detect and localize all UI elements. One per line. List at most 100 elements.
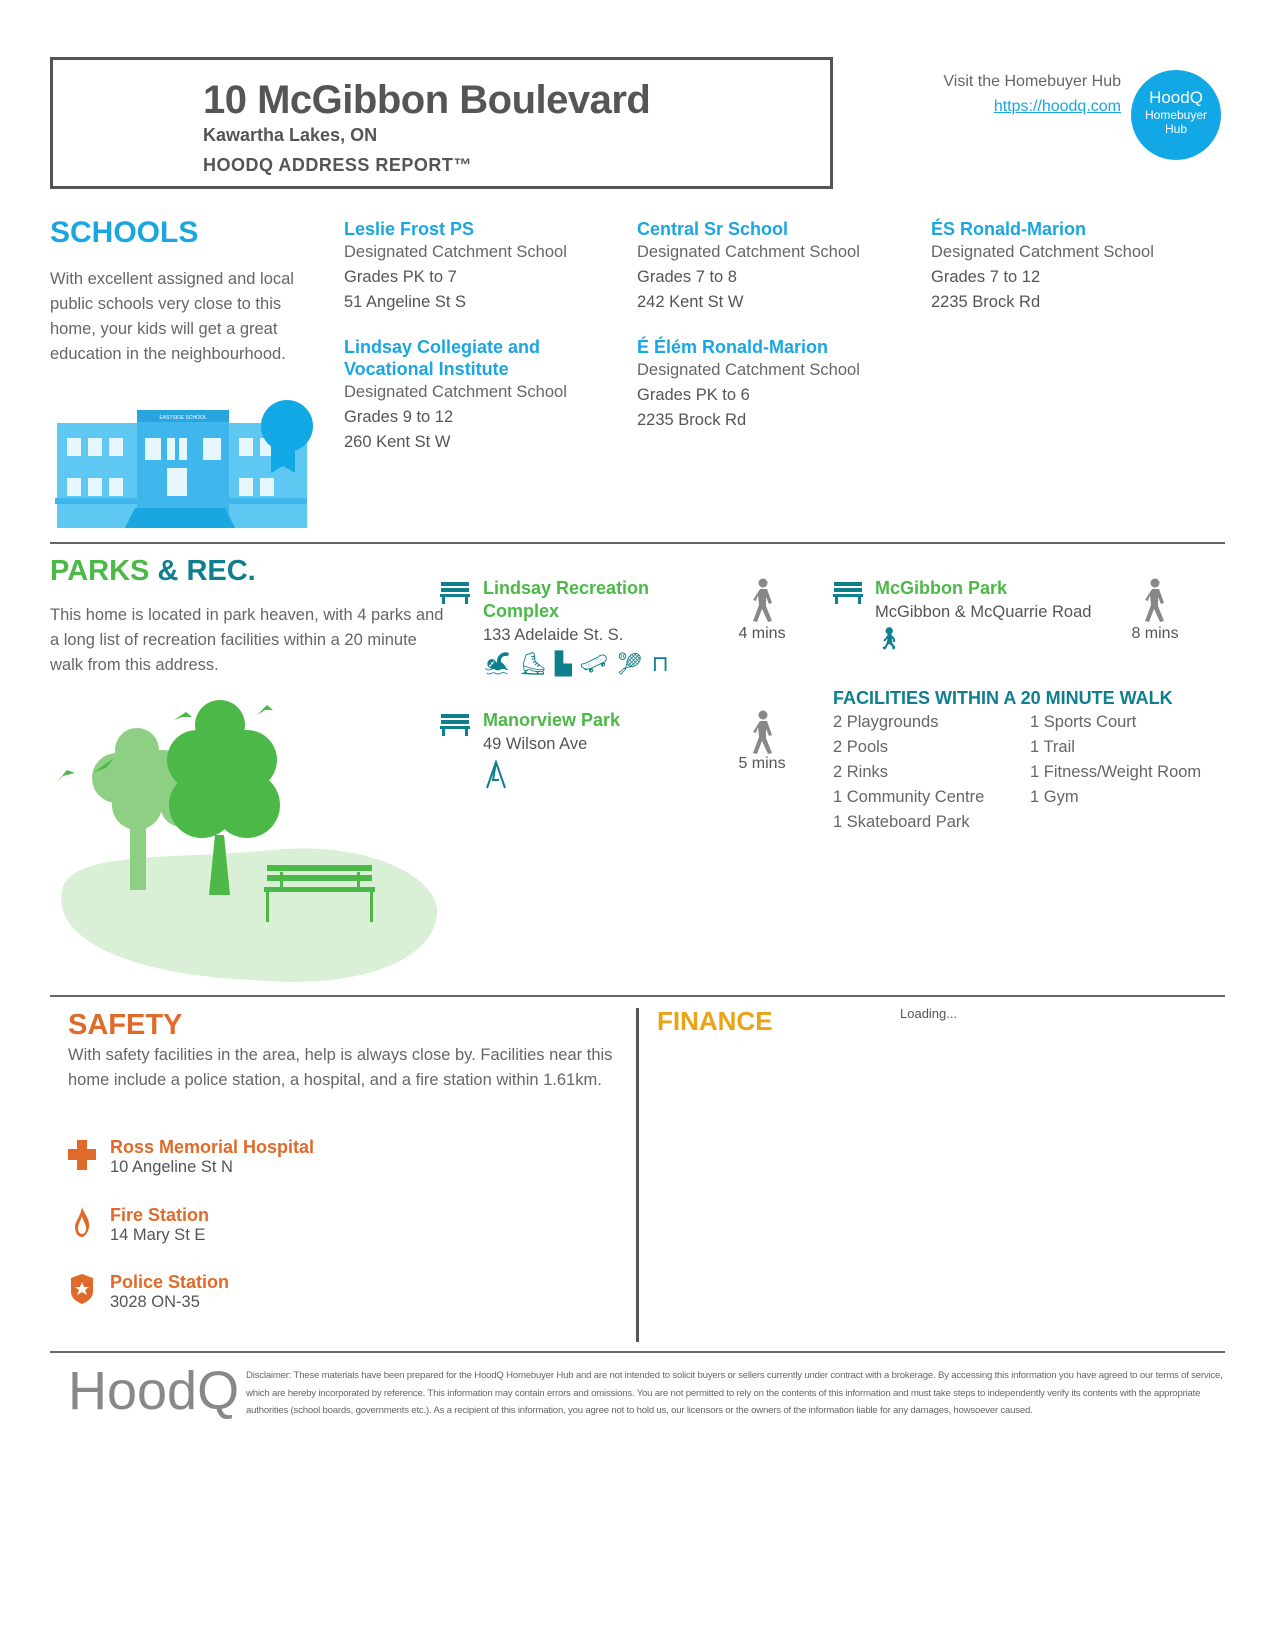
- finance-loading: Loading...: [900, 1006, 958, 1021]
- facility-item: 2 Playgrounds: [833, 713, 939, 731]
- walk-time: 5 mins: [738, 755, 786, 772]
- walking-icon: [753, 710, 772, 754]
- page-title: 10 McGibbon Boulevard: [203, 78, 651, 122]
- tennis-icon: 🎾︎: [615, 651, 644, 676]
- school-sign: EASTSIDE SCHOOL: [159, 415, 206, 421]
- vertical-divider: [636, 1008, 639, 1342]
- skate-icon: ⛸︎: [518, 651, 547, 676]
- school-item[interactable]: É Élém Ronald-Marion Designated Catchmen…: [637, 336, 917, 433]
- walking-icon: [1145, 578, 1164, 622]
- school-grades: Grades PK to 6: [637, 386, 750, 404]
- skateboard-icon: 🛹︎: [579, 651, 608, 676]
- bench-icon: [833, 582, 863, 604]
- facility-item: 1 Sports Court: [1030, 713, 1137, 731]
- community-centre-icon: ▙: [554, 651, 572, 676]
- hospital-icon: [68, 1140, 96, 1170]
- school-name[interactable]: Leslie Frost PS: [344, 219, 475, 239]
- school-name[interactable]: Lindsay Collegiate and Vocational Instit…: [344, 337, 541, 379]
- bench-icon: [440, 582, 470, 604]
- disclaimer: Disclaimer: These materials have been pr…: [246, 1370, 1223, 1416]
- safety-heading: SAFETY: [68, 1009, 183, 1041]
- school-item[interactable]: Central Sr School Designated Catchment S…: [637, 218, 917, 315]
- school-item[interactable]: Leslie Frost PS Designated Catchment Sch…: [344, 218, 624, 315]
- divider: [50, 542, 1225, 544]
- school-building-illustration: EASTSIDE SCHOOL: [55, 400, 313, 528]
- school-type: Designated Catchment School: [344, 243, 567, 261]
- park-item[interactable]: McGibbon Park McGibbon & McQuarrie Road …: [875, 577, 1135, 652]
- hoodq-logo: HoodQ: [68, 1361, 240, 1421]
- safety-address: 3028 ON-35: [110, 1293, 200, 1311]
- school-type: Designated Catchment School: [637, 243, 860, 261]
- safety-name[interactable]: Fire Station: [110, 1205, 210, 1225]
- safety-item[interactable]: Fire Station 14 Mary St E: [110, 1205, 209, 1245]
- schools-heading: SCHOOLS: [50, 216, 199, 249]
- school-name[interactable]: É Élém Ronald-Marion: [637, 337, 829, 357]
- parks-heading-a: PARKS: [50, 555, 150, 587]
- facility-item: 1 Fitness/Weight Room: [1030, 763, 1202, 781]
- park-address: 49 Wilson Ave: [483, 735, 588, 753]
- facilities-heading: FACILITIES WITHIN A 20 MINUTE WALK: [833, 688, 1173, 708]
- parks-heading-amp: &: [157, 555, 179, 587]
- safety-description: With safety facilities in the area, help…: [68, 1046, 613, 1089]
- hub-badge[interactable]: HoodQ Homebuyer Hub: [1131, 70, 1221, 160]
- safety-item[interactable]: Ross Memorial Hospital 10 Angeline St N: [110, 1137, 314, 1177]
- park-name[interactable]: McGibbon Park: [875, 578, 1008, 598]
- school-address: 242 Kent St W: [637, 293, 744, 311]
- school-grades: Grades 7 to 8: [637, 268, 737, 286]
- safety-name[interactable]: Ross Memorial Hospital: [110, 1137, 315, 1157]
- park-item[interactable]: Manorview Park 49 Wilson Ave: [483, 709, 703, 795]
- school-type: Designated Catchment School: [637, 361, 860, 379]
- school-item[interactable]: ÉS Ronald-Marion Designated Catchment Sc…: [931, 218, 1211, 315]
- finance-heading: FINANCE: [657, 1006, 773, 1036]
- school-address: 260 Kent St W: [344, 433, 451, 451]
- safety-address: 10 Angeline St N: [110, 1158, 233, 1176]
- facilities-list-1: 2 Playgrounds 2 Pools 2 Rinks 1 Communit…: [833, 710, 984, 835]
- bench-icon: [440, 714, 470, 736]
- address-header: 10 McGibbon Boulevard Kawartha Lakes, ON…: [50, 57, 833, 189]
- park-address: McGibbon & McQuarrie Road: [875, 603, 1092, 621]
- facility-item: 1 Community Centre: [833, 788, 985, 806]
- park-item[interactable]: Lindsay Recreation Complex 133 Adelaide …: [483, 577, 683, 677]
- school-address: 2235 Brock Rd: [931, 293, 1041, 311]
- facilities-list-2: 1 Sports Court 1 Trail 1 Fitness/Weight …: [1030, 710, 1201, 810]
- park-facility-icons: 🏊︎ ⛸︎ ▙ 🛹︎ 🎾︎ ⊓: [483, 651, 683, 677]
- report-label: HOODQ ADDRESS REPORT™: [203, 155, 472, 175]
- hub-badge-line2: Hub: [1164, 122, 1187, 136]
- park-name[interactable]: Lindsay Recreation Complex: [483, 578, 650, 621]
- school-grades: Grades 9 to 12: [344, 408, 454, 426]
- school-item[interactable]: Lindsay Collegiate and Vocational Instit…: [344, 336, 574, 455]
- parks-description: This home is located in park heaven, wit…: [50, 606, 444, 674]
- parks-heading: PARKS & REC.: [50, 555, 256, 588]
- school-type: Designated Catchment School: [931, 243, 1154, 261]
- school-address: 51 Angeline St S: [344, 293, 467, 311]
- hub-link[interactable]: https://hoodq.com: [993, 98, 1121, 115]
- hub-badge-line1: Homebuyer: [1144, 108, 1208, 122]
- hiking-icon: 🚶︎: [875, 626, 903, 651]
- hub-visit-text: Visit the Homebuyer Hub: [943, 73, 1121, 90]
- playground-icon: [486, 758, 506, 789]
- school-name[interactable]: Central Sr School: [637, 219, 789, 239]
- school-grades: Grades 7 to 12: [931, 268, 1041, 286]
- safety-name[interactable]: Police Station: [110, 1272, 230, 1292]
- fire-icon: [75, 1207, 90, 1237]
- walk-time: 8 mins: [1131, 625, 1179, 642]
- facility-item: 2 Rinks: [833, 763, 889, 781]
- divider: [50, 1351, 1225, 1353]
- facility-item: 1 Skateboard Park: [833, 813, 970, 831]
- facility-item: 2 Pools: [833, 738, 889, 756]
- walking-icon: [753, 578, 772, 622]
- facility-item: 1 Gym: [1030, 788, 1079, 806]
- park-trees-illustration: [57, 700, 438, 982]
- schools-description: With excellent assigned and local public…: [50, 270, 294, 363]
- facility-item: 1 Trail: [1030, 738, 1075, 756]
- school-grades: Grades PK to 7: [344, 268, 457, 286]
- park-name[interactable]: Manorview Park: [483, 710, 621, 730]
- police-badge-icon: [71, 1274, 93, 1304]
- city: Kawartha Lakes, ON: [203, 125, 378, 145]
- school-name[interactable]: ÉS Ronald-Marion: [931, 219, 1087, 239]
- divider: [50, 995, 1225, 997]
- school-address: 2235 Brock Rd: [637, 411, 747, 429]
- safety-item[interactable]: Police Station 3028 ON-35: [110, 1272, 229, 1312]
- walk-time: 4 mins: [738, 625, 786, 642]
- safety-address: 14 Mary St E: [110, 1226, 206, 1244]
